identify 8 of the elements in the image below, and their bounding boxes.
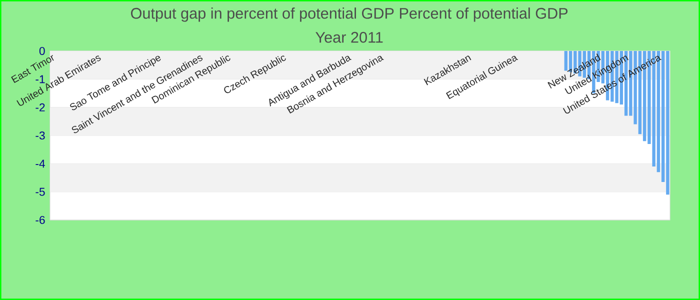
y-tick-label: -6 xyxy=(36,216,45,224)
chart-subtitle: Year 2011 xyxy=(316,32,383,43)
y-tick-label: -1 xyxy=(36,75,45,84)
y-tick-label: -5 xyxy=(36,188,45,196)
y-tick-label: -4 xyxy=(36,160,45,168)
chart-title: Output gap in percent of potential GDP Percent of potential GDP xyxy=(131,8,568,22)
y-tick-label: -3 xyxy=(36,132,45,140)
y-tick-label: 0 xyxy=(39,47,45,56)
